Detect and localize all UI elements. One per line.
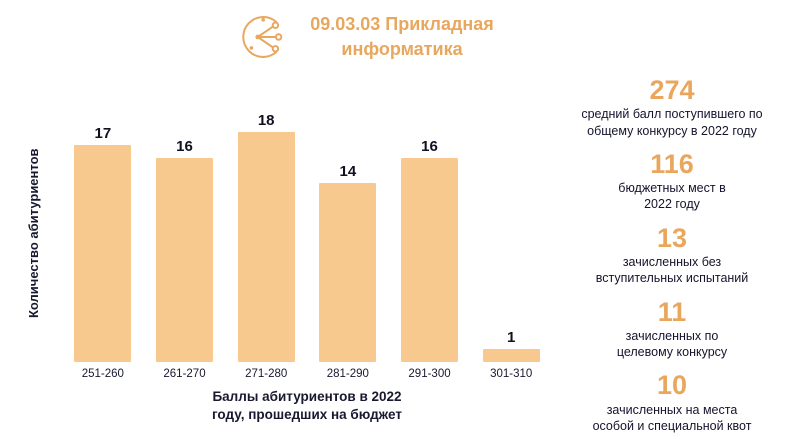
stat-value: 274 <box>649 75 695 105</box>
stat-value: 10 <box>656 370 688 401</box>
bar-value-label: 1 <box>507 329 516 346</box>
bar-group: 18 <box>225 112 307 362</box>
stat-block: 13 зачисленных без вступительных испытани… <box>552 222 792 287</box>
bar-group: 16 <box>144 138 226 362</box>
stats-panel: 274 средний балл поступившего по общему к… <box>552 76 792 434</box>
bar-value-label: 16 <box>176 138 193 155</box>
x-tick-label: 261-270 <box>163 368 206 380</box>
bar-group: 17 <box>62 125 144 362</box>
stat-value: 13 <box>656 222 688 253</box>
y-axis-label: Количество абитуриентов <box>26 148 41 318</box>
x-tick-label: 281-290 <box>326 368 369 380</box>
stat-block: 11 зачисленных по целевому конкурсу <box>552 296 792 361</box>
bar <box>401 158 459 362</box>
bar-group: 16 <box>389 138 471 362</box>
bar-group: 1 <box>470 329 552 362</box>
stat-label: зачисленных на места особой и специально… <box>592 402 752 433</box>
stat-label: зачисленных без вступительных испытаний <box>595 255 749 286</box>
stat-block: 116 бюджетных мест в 2022 году <box>552 148 792 213</box>
bar <box>156 158 213 362</box>
bar <box>237 132 295 362</box>
x-tick-label: 291-300 <box>408 368 451 380</box>
header: 09.03.03 Прикладная информатика <box>0 8 765 66</box>
x-axis-labels: 251-260 261-270 271-280 281-290 291-300 301-3… <box>62 368 552 380</box>
stat-value: 116 <box>650 148 694 179</box>
bar <box>482 349 540 362</box>
stat-label: зачисленных по целевому конкурсу <box>616 328 728 360</box>
bar-value-label: 14 <box>339 163 357 180</box>
x-tick-label: 251-260 <box>81 368 124 380</box>
stat-label: бюджетных мест в 2022 году <box>618 181 726 212</box>
bar-group: 14 <box>307 163 389 362</box>
x-tick-label: 301-310 <box>490 368 533 380</box>
bar-chart: Количество абитуриентов 17 16 18 14 16 1 251-… <box>0 90 560 435</box>
bar-value-label: 17 <box>94 125 112 142</box>
stat-value: 11 <box>657 296 687 327</box>
circuit-network-icon <box>236 8 294 66</box>
stat-label: средний балл поступившего по общему конк… <box>581 107 763 138</box>
bar-plot: 17 16 18 14 16 1 <box>62 104 552 362</box>
x-tick-label: 271-280 <box>245 368 288 380</box>
x-axis-title: Баллы абитуриентов в 2022 году, прошедши… <box>211 389 403 422</box>
bar <box>74 145 132 362</box>
bar-value-label: 16 <box>421 138 438 155</box>
stat-block: 10 зачисленных на места особой и специаль… <box>552 371 792 434</box>
bar-value-label: 18 <box>257 112 275 129</box>
bar <box>319 183 377 362</box>
stat-block: 274 средний балл поступившего по общему к… <box>552 76 792 139</box>
page-title: 09.03.03 Прикладная информатика <box>310 13 494 59</box>
